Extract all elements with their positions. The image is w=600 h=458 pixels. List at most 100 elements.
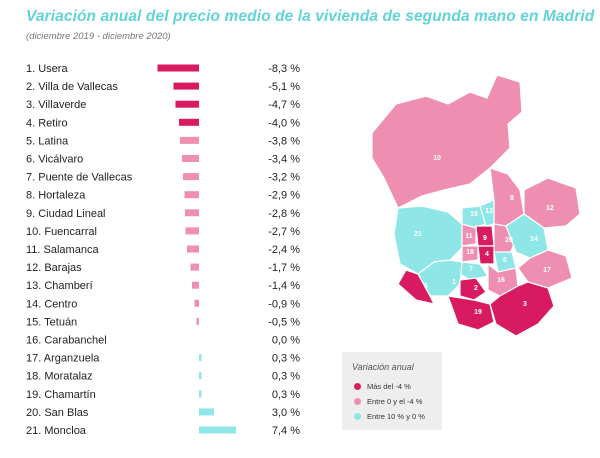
value-label: 0,3 % <box>272 353 300 365</box>
value-label: -2,7 % <box>268 226 300 238</box>
value-label: -3,4 % <box>268 154 300 166</box>
district-number: 9 <box>483 235 487 242</box>
district-number: 14 <box>530 236 538 243</box>
value-label: 3,0 % <box>272 407 300 419</box>
district-number: 13 <box>485 208 493 215</box>
chart-subtitle: (diciembre 2019 - diciembre 2020) <box>26 31 171 42</box>
bar <box>185 209 199 217</box>
category-label: 11. Salamanca <box>26 244 99 256</box>
district-number: 11 <box>465 233 473 240</box>
district-number: 8 <box>510 195 514 202</box>
district-14 <box>461 245 479 263</box>
district-1 <box>459 277 487 301</box>
category-label: 7. Puente de Vallecas <box>26 172 133 184</box>
category-label: 16. Carabanchel <box>26 335 107 347</box>
bar <box>184 191 199 199</box>
value-label: 0,0 % <box>272 335 300 347</box>
category-label: 17. Arganzuela <box>26 353 100 365</box>
legend-swatch-mid <box>354 398 361 405</box>
bar <box>187 245 199 253</box>
legend-title: Variación anual <box>352 362 414 372</box>
bar <box>183 173 199 181</box>
district-number: 17 <box>543 267 551 274</box>
category-label: 4. Retiro <box>26 117 68 129</box>
legend-item-mid: Entre 0 y el -4 % <box>354 397 422 406</box>
legend-label-low: Entre 10 % y 0 % <box>367 412 425 421</box>
bar <box>182 155 199 162</box>
bar <box>179 118 199 126</box>
value-label: -8,3 % <box>268 63 300 75</box>
bar <box>196 317 199 325</box>
value-label: -2,9 % <box>268 190 300 202</box>
category-label: 15. Tetuán <box>26 316 77 328</box>
value-label: -3,2 % <box>268 172 300 184</box>
category-label: 9. Ciudad Lineal <box>26 208 106 220</box>
category-label: 5. Latina <box>26 135 69 147</box>
bar <box>175 100 199 108</box>
value-label: 0,3 % <box>272 389 300 401</box>
value-label: 0,3 % <box>272 371 300 383</box>
bar <box>199 372 202 380</box>
bar <box>157 64 199 72</box>
bar <box>180 136 199 144</box>
district-2 <box>489 281 555 337</box>
district-number: 6 <box>503 257 507 264</box>
value-label: -0,5 % <box>268 316 300 328</box>
category-label: 3. Villaverde <box>26 99 86 111</box>
value-label: -0,9 % <box>268 298 300 310</box>
category-label: 6. Vicálvaro <box>26 154 83 166</box>
category-label: 20. San Blas <box>26 407 89 419</box>
legend-label-high: Más del -4 % <box>367 382 411 391</box>
district-number: 10 <box>433 155 441 162</box>
category-label: 13. Chamberí <box>26 280 93 292</box>
value-label: -1,7 % <box>268 262 300 274</box>
district-number: 3 <box>523 301 527 308</box>
district-17 <box>459 261 489 281</box>
legend-swatch-high <box>354 383 361 390</box>
district-number: 7 <box>469 266 473 273</box>
district-number: 19 <box>474 309 482 316</box>
district-number: 5 <box>424 283 428 290</box>
category-label: 10. Fuencarral <box>26 226 97 238</box>
category-label: 14. Centro <box>26 298 77 310</box>
legend-item-high: Más del -4 % <box>354 382 411 391</box>
bar <box>190 263 199 271</box>
chart-title: Variación anual del precio medio de la v… <box>26 8 595 25</box>
value-label: -1,4 % <box>268 280 300 292</box>
bar <box>185 227 199 235</box>
bar <box>192 281 199 289</box>
category-label: 2. Villa de Vallecas <box>26 81 118 93</box>
category-label: 18. Moratalaz <box>26 371 93 383</box>
district-number: 21 <box>414 231 422 238</box>
district-16-latina <box>417 259 463 297</box>
legend-item-low: Entre 10 % y 0 % <box>354 412 425 421</box>
category-label: 21. Moncloa <box>26 425 87 437</box>
district-6 <box>517 249 573 289</box>
bar <box>199 426 236 434</box>
district-3 <box>447 295 495 331</box>
category-label: 12. Barajas <box>26 262 82 274</box>
value-label: -2,8 % <box>268 208 300 220</box>
value-label: -4,7 % <box>268 99 300 111</box>
bar <box>173 82 199 90</box>
bar <box>199 390 202 398</box>
district-number: 2 <box>474 285 478 292</box>
value-label: -5,1 % <box>268 81 300 93</box>
category-label: 19. Chamartín <box>26 389 96 401</box>
district-4 <box>477 245 495 265</box>
value-label: -2,4 % <box>268 244 300 256</box>
value-label: -4,0 % <box>268 117 300 129</box>
district-13 <box>461 223 477 247</box>
value-label: 7,4 % <box>272 425 300 437</box>
bar <box>199 408 214 416</box>
district-number: 20 <box>505 237 513 244</box>
category-label: 1. Usera <box>26 63 68 75</box>
value-label: -3,8 % <box>268 135 300 147</box>
legend-swatch-low <box>354 413 361 420</box>
district-number: 12 <box>546 205 554 212</box>
district-number: 15 <box>470 211 478 218</box>
map-legend: Variación anual Más del -4 % Entre 0 y e… <box>342 352 442 430</box>
district-number: 4 <box>485 251 489 258</box>
